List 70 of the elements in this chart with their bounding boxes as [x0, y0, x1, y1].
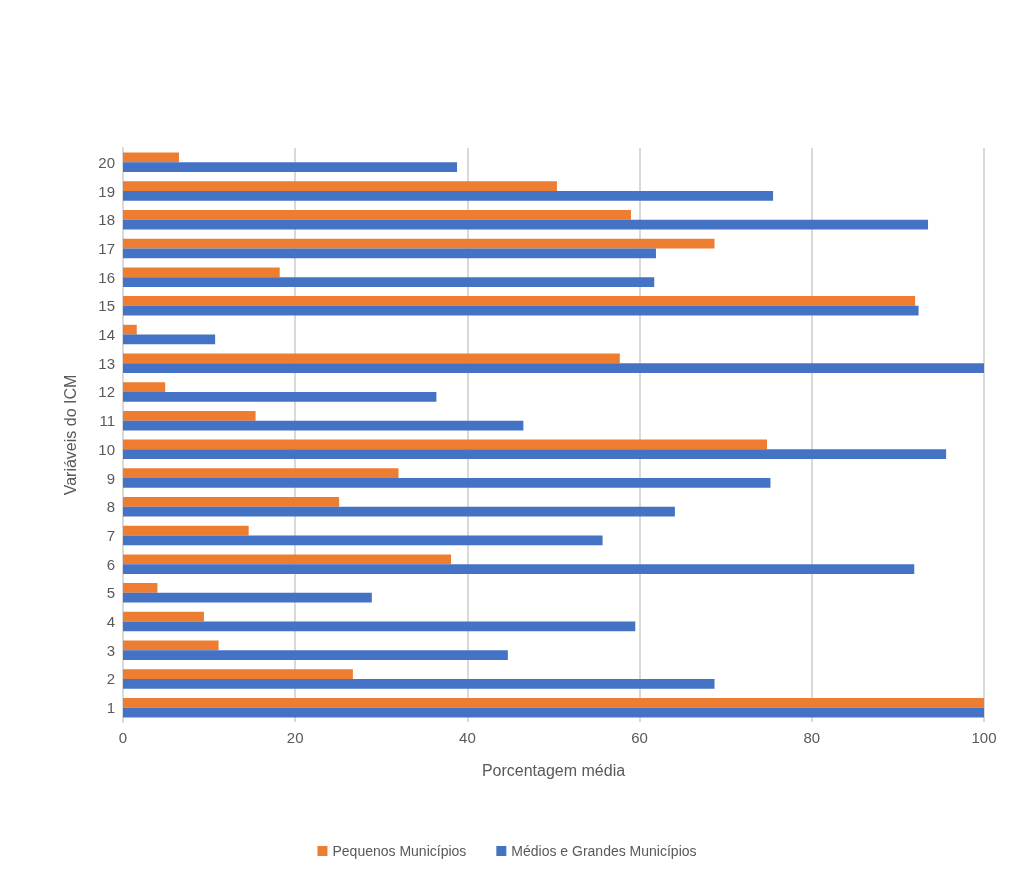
bar — [123, 439, 768, 450]
bar — [123, 391, 437, 402]
y-tick-label: 16 — [98, 268, 115, 286]
y-tick-label: 3 — [106, 641, 115, 659]
bar — [123, 162, 458, 173]
bar — [123, 621, 636, 632]
bar — [123, 353, 620, 364]
bar — [123, 583, 158, 593]
bar — [123, 305, 919, 316]
bar — [123, 525, 249, 536]
y-tick-label: 12 — [98, 383, 115, 401]
bar — [123, 238, 715, 249]
bar — [123, 478, 771, 488]
y-tick-label: 18 — [98, 211, 115, 229]
y-tick-label: 15 — [98, 297, 115, 315]
bar — [123, 267, 280, 278]
bar — [123, 678, 715, 689]
x-tick-label: 100 — [971, 729, 997, 746]
x-tick-label: 60 — [631, 729, 648, 746]
bar — [123, 535, 603, 546]
y-tick-label: 11 — [99, 412, 115, 430]
x-tick-label: 40 — [459, 729, 476, 746]
bar — [123, 468, 399, 479]
bar — [123, 707, 984, 718]
x-axis-title: Porcentagem média — [481, 761, 626, 779]
y-tick-label: 5 — [106, 584, 115, 602]
bar — [123, 363, 984, 374]
bar — [123, 506, 675, 517]
bar — [123, 496, 340, 507]
y-tick-label: 1 — [106, 699, 115, 717]
y-tick-label: 7 — [106, 526, 115, 544]
y-tick-label: 17 — [98, 239, 115, 257]
x-tick-label: 80 — [803, 729, 821, 746]
x-tick-label: 20 — [286, 729, 304, 746]
bar — [123, 592, 372, 603]
y-tick-label: 10 — [98, 440, 115, 458]
y-tick-label: 8 — [106, 498, 115, 516]
bar — [123, 382, 166, 392]
y-tick-label: 13 — [98, 354, 115, 372]
bar — [123, 334, 216, 345]
bar — [123, 640, 219, 651]
bar — [123, 420, 524, 431]
bar — [123, 191, 774, 201]
bar — [123, 152, 179, 163]
bar — [123, 181, 557, 192]
bar — [123, 277, 655, 287]
bar — [123, 209, 631, 220]
y-tick-label: 4 — [106, 613, 115, 631]
bar — [123, 554, 452, 565]
y-tick-label: 2 — [106, 670, 115, 688]
y-tick-label: 19 — [98, 182, 115, 200]
y-tick-label: 6 — [106, 555, 115, 573]
bar — [123, 248, 656, 259]
bar — [123, 324, 137, 335]
bar — [123, 410, 256, 421]
bar — [123, 650, 508, 661]
x-tick-label: 0 — [118, 729, 128, 746]
y-tick-label: 20 — [98, 153, 115, 171]
bar — [123, 611, 204, 622]
legend-label: Pequenos Municípios — [332, 843, 467, 859]
legend-label: Médios e Grandes Municípios — [511, 843, 697, 859]
y-tick-label: 14 — [98, 326, 115, 344]
bar — [123, 697, 984, 708]
y-axis-title: Variáveis do ICM — [61, 374, 79, 496]
bar — [123, 219, 929, 230]
bar — [123, 564, 915, 574]
bar — [123, 449, 947, 460]
y-tick-label: 9 — [106, 469, 115, 487]
bar — [123, 296, 916, 306]
bar — [123, 669, 353, 679]
